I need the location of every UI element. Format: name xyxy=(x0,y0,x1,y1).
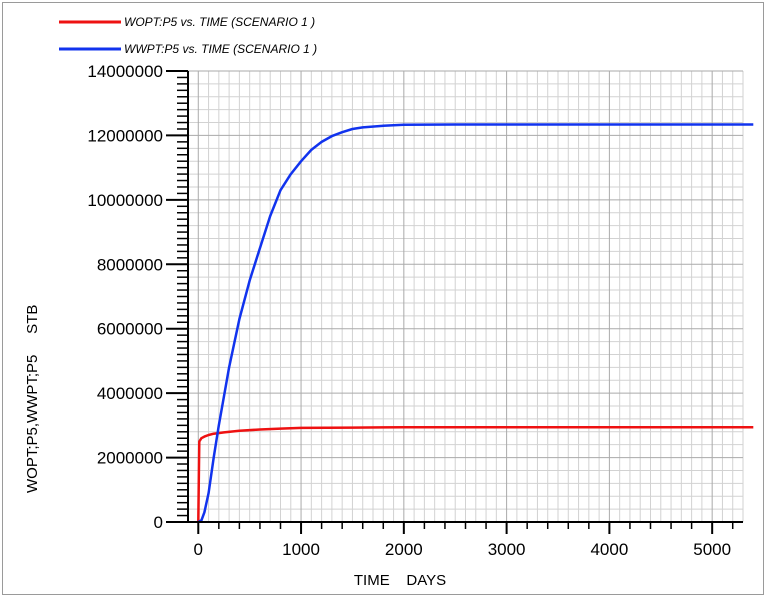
y-tick-label: 2000000 xyxy=(97,449,163,468)
axes xyxy=(166,70,743,534)
legend: WOPT:P5 vs. TIME (SCENARIO 1 ) WWPT:P5 v… xyxy=(59,15,317,56)
x-tick-label: 2000 xyxy=(385,540,423,559)
series-line-wopt xyxy=(197,426,754,523)
y-tick-labels: 0 2000000 4000000 6000000 8000000 10000000 120… xyxy=(87,62,163,532)
x-tick-label: 3000 xyxy=(488,540,526,559)
legend-entry-wopt: WOPT:P5 vs. TIME (SCENARIO 1 ) xyxy=(124,15,315,29)
x-tick-label: 5000 xyxy=(693,540,731,559)
grid-minor xyxy=(187,71,744,522)
y-tick-label: 14000000 xyxy=(87,62,163,81)
y-tick-label: 6000000 xyxy=(97,320,163,339)
x-axis-title: TIME DAYS xyxy=(354,572,446,589)
y-tick-label: 8000000 xyxy=(97,255,163,274)
y-axis-title: WOPT;P5,WWPT;P5 STB xyxy=(24,305,41,493)
x-tick-label: 4000 xyxy=(590,540,628,559)
series-group xyxy=(197,123,754,524)
x-tick-label: 0 xyxy=(194,540,203,559)
x-tick-labels: 0 1000 2000 3000 4000 5000 xyxy=(194,540,732,559)
legend-entry-wwpt: WWPT:P5 vs. TIME (SCENARIO 1 ) xyxy=(124,42,317,56)
line-chart: WOPT:P5 vs. TIME (SCENARIO 1 ) WWPT:P5 v… xyxy=(24,15,754,589)
series-line-wwpt xyxy=(197,123,754,524)
y-tick-label: 4000000 xyxy=(97,384,163,403)
y-tick-label: 10000000 xyxy=(87,191,163,210)
grid-major xyxy=(188,70,743,522)
y-tick-label: 0 xyxy=(154,513,163,532)
x-tick-label: 1000 xyxy=(282,540,320,559)
y-tick-label: 12000000 xyxy=(87,126,163,145)
